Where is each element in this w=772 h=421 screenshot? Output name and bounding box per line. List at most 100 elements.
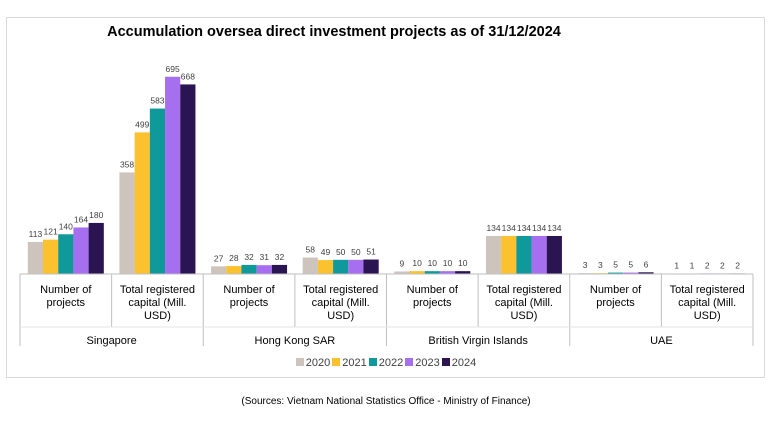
chart-title: Accumulation oversea direct investment p…	[107, 24, 561, 40]
data-label: 134	[502, 223, 516, 233]
tick-label: Number of projects	[590, 284, 642, 309]
bar	[211, 266, 227, 274]
bar	[638, 272, 654, 274]
bar	[119, 172, 135, 274]
bar	[149, 108, 166, 274]
bar	[271, 264, 288, 274]
bar	[439, 271, 456, 274]
data-label: 32	[244, 252, 254, 262]
data-label: 31	[260, 252, 270, 262]
group-label: British Virgin Islands	[428, 335, 528, 347]
data-label: 5	[613, 260, 618, 270]
legend-item: 2023	[405, 357, 440, 369]
tick-label: Total registered capital (Mill. USD)	[303, 284, 378, 322]
bar	[607, 272, 624, 274]
bar	[226, 266, 242, 274]
data-label: 1	[674, 261, 679, 271]
bar	[623, 272, 639, 274]
data-label: 2	[705, 260, 710, 270]
data-label: 668	[181, 71, 195, 81]
legend-swatch	[295, 358, 304, 366]
data-label: 10	[458, 258, 468, 268]
bar	[73, 227, 89, 274]
data-label: 9	[400, 258, 405, 268]
data-label: 358	[120, 159, 134, 169]
data-label: 499	[135, 119, 149, 129]
legend-swatch	[405, 358, 414, 366]
data-label: 134	[547, 223, 561, 233]
data-label: 10	[428, 258, 438, 268]
data-label: 51	[366, 247, 376, 257]
bar	[348, 259, 364, 274]
legend-label: 2022	[378, 357, 404, 369]
group-label: Hong Kong SAR	[255, 335, 336, 347]
data-label: 164	[74, 214, 88, 224]
data-label: 3	[598, 260, 603, 270]
legend-item: 2021	[332, 357, 367, 369]
chart-legend: 2020 2021 2022 2023 2024	[0, 357, 772, 369]
bar	[317, 260, 334, 274]
data-label: 5	[628, 260, 633, 270]
bar	[363, 259, 379, 274]
data-label: 1	[690, 261, 695, 271]
bar	[333, 259, 349, 274]
bar	[134, 132, 150, 274]
data-label: 10	[412, 258, 422, 268]
bar	[409, 271, 425, 274]
group-label: Singapore	[87, 335, 137, 347]
data-label: 3	[583, 260, 588, 270]
data-label: 2	[735, 260, 740, 270]
legend-label: 2023	[415, 357, 440, 369]
legend-label: 2020	[305, 357, 331, 369]
legend-item: 2020	[295, 357, 331, 369]
bar	[424, 271, 440, 274]
data-label: 27	[214, 253, 224, 263]
data-label: 28	[229, 253, 239, 263]
legend-swatch	[368, 358, 377, 366]
data-label: 58	[306, 245, 316, 255]
tick-label: Total registered capital (Mill. USD)	[120, 284, 195, 322]
legend-item: 2022	[368, 357, 404, 369]
source-note: (Sources: Vietnam National Statistics Of…	[241, 396, 531, 407]
bar	[546, 235, 562, 274]
bar	[516, 235, 532, 274]
tick-label: Number of projects	[407, 284, 459, 309]
bar	[180, 84, 196, 275]
legend-item: 2024	[441, 357, 477, 369]
data-label: 121	[44, 227, 58, 237]
legend-label: 2021	[342, 357, 367, 369]
data-label: 10	[443, 258, 453, 268]
data-label: 6	[644, 259, 649, 269]
tick-label: Total registered capital (Mill. USD)	[670, 284, 745, 322]
chart-frame	[6, 17, 765, 378]
bar	[43, 239, 59, 274]
data-label: 32	[275, 252, 285, 262]
bar	[394, 271, 410, 274]
bar	[485, 235, 502, 274]
data-label: 50	[336, 247, 346, 257]
bar	[165, 76, 181, 275]
data-label: 583	[150, 96, 164, 106]
data-label: 140	[59, 221, 73, 231]
bar	[27, 241, 44, 274]
bar	[58, 234, 74, 274]
group-label: UAE	[650, 335, 673, 347]
legend-swatch	[441, 358, 450, 366]
data-label: 134	[532, 223, 546, 233]
bar	[455, 271, 471, 274]
legend-swatch	[332, 358, 341, 366]
bar	[531, 235, 547, 274]
tick-label: Total registered capital (Mill. USD)	[486, 284, 561, 322]
data-label: 695	[166, 64, 180, 74]
legend-label: 2024	[451, 357, 477, 369]
bar	[241, 264, 257, 274]
bar	[302, 257, 318, 274]
data-label: 134	[486, 223, 500, 233]
tick-label: Number of projects	[223, 284, 275, 309]
data-label: 134	[517, 223, 531, 233]
bar	[88, 222, 104, 274]
data-label: 113	[29, 229, 43, 239]
data-label: 2	[720, 260, 725, 270]
data-label: 50	[351, 247, 361, 257]
